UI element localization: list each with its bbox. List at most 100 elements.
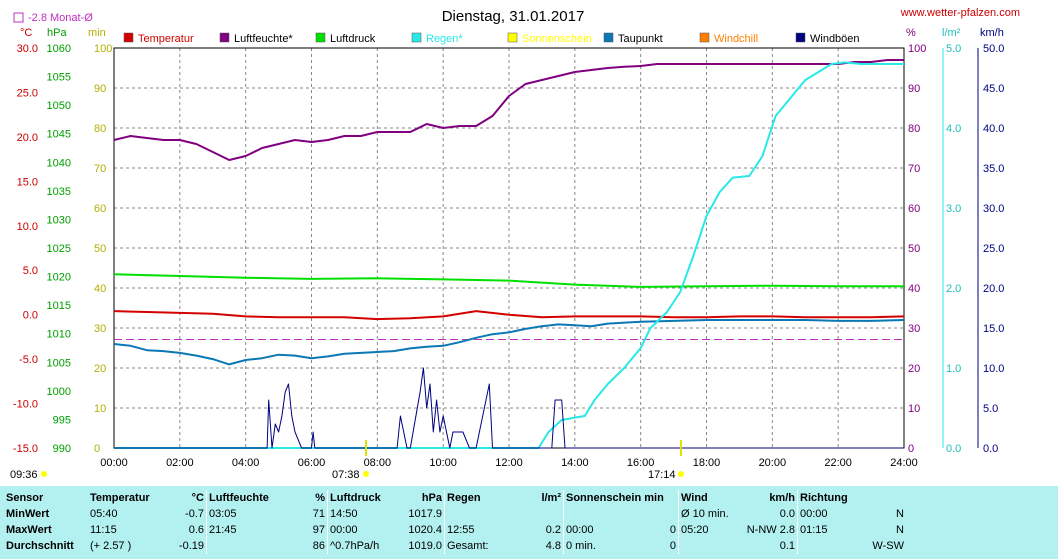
legend-swatch xyxy=(603,32,614,43)
temp-tick-label: 5.0 xyxy=(23,265,38,277)
stats-press-time: ^0.7hPa/h xyxy=(327,538,400,554)
humidity-tick-label: 30 xyxy=(908,323,920,335)
chart-series xyxy=(113,59,905,456)
pressure-tick-label: 995 xyxy=(53,414,71,426)
humidity-tick-label: 10 xyxy=(908,403,920,415)
humidity-tick-label: 70 xyxy=(908,163,920,175)
humidity-tick-label: 90 xyxy=(908,83,920,95)
rain-line xyxy=(114,61,904,449)
stats-row-avg: Durchschnitt (+ 2.57 ) -0.19 86 ^0.7hPa/… xyxy=(4,538,906,554)
legend-label: Luftdruck xyxy=(330,33,376,45)
legend-swatch xyxy=(219,32,230,43)
sun-tick-label: 50 xyxy=(94,243,106,255)
legend-label: Luftfeuchte* xyxy=(234,33,293,45)
rain-tick-label: 5.0 xyxy=(946,43,961,55)
footer-sun-icon xyxy=(41,471,47,477)
humidity-tick-label: 60 xyxy=(908,203,920,215)
stats-press-value: 1017.9 xyxy=(408,508,442,520)
chart-grid xyxy=(114,48,904,448)
stats-head-hum-unit: % xyxy=(315,492,325,504)
pressure-unit: hPa xyxy=(47,27,67,39)
stats-sun-value: 0 xyxy=(669,540,676,552)
temp-tick-label: -5.0 xyxy=(19,354,38,366)
axis-ticks: 30.0 25.0 20.0 15.0 10.0 5.0 0.0 -5.0 -10.0 -15.0… xyxy=(13,43,1005,469)
stats-wind-time: 05:20 xyxy=(678,522,743,538)
time-tick-label: 14:00 xyxy=(561,457,589,469)
legend-swatch xyxy=(123,32,134,43)
stats-hum-time xyxy=(206,538,301,554)
temp-tick-label: -15.0 xyxy=(13,443,38,455)
pressure-tick-label: 1000 xyxy=(47,386,71,398)
stats-wind-value: 0.0 xyxy=(779,508,795,520)
statistics-table: Sensor Temperatur °C Luftfeuchte % Luftd… xyxy=(4,490,906,554)
temp-tick-label: 15.0 xyxy=(17,176,38,188)
time-tick-label: 04:00 xyxy=(232,457,260,469)
time-tick-label: 20:00 xyxy=(759,457,787,469)
stats-head-dir: Richtung xyxy=(797,490,862,506)
stats-header-row: Sensor Temperatur °C Luftfeuchte % Luftd… xyxy=(4,490,906,506)
wind-tick-label: 10.0 xyxy=(983,363,1004,375)
stats-wind-time: Ø 10 min. xyxy=(678,506,743,522)
stats-head-temp-unit: °C xyxy=(191,492,204,504)
wind-tick-label: 20.0 xyxy=(983,283,1004,295)
monthly-avg-swatch xyxy=(13,12,24,23)
stats-rain-value: 4.8 xyxy=(545,540,561,552)
temp-tick-label: 30.0 xyxy=(17,43,38,55)
humidity-tick-label: 50 xyxy=(908,243,920,255)
stats-temp-time: (+ 2.57 ) xyxy=(90,540,132,552)
stats-hum-value: 97 xyxy=(312,524,325,536)
sun-tick-label: 60 xyxy=(94,203,106,215)
legend-label: Windchill xyxy=(714,33,758,45)
pressure-tick-label: 1015 xyxy=(47,300,71,312)
stats-hum-time: 03:05 xyxy=(206,506,301,522)
temp-tick-label: 25.0 xyxy=(17,87,38,99)
sun-tick-label: 100 xyxy=(94,43,112,55)
stats-row-label: MinWert xyxy=(6,508,50,520)
stats-rain-time: 12:55 xyxy=(444,522,519,538)
sun-tick-label: 0 xyxy=(94,443,100,455)
stats-rain-time xyxy=(444,506,519,522)
temp-tick-label: 10.0 xyxy=(17,221,38,233)
stats-head-sensor: Sensor xyxy=(6,492,44,504)
temp-tick-label: -10.0 xyxy=(13,399,38,411)
stats-head-sun: Sonnenschein min xyxy=(563,490,679,506)
time-tick-label: 24:00 xyxy=(890,457,918,469)
legend-label: Regen* xyxy=(426,33,463,45)
pressure-tick-label: 1045 xyxy=(47,129,71,141)
stats-sun-value: 0 xyxy=(669,524,676,536)
stats-temp-time: 05:40 xyxy=(90,508,118,520)
footer-time: 09:36 xyxy=(10,469,38,481)
pressure-tick-label: 1040 xyxy=(47,157,71,169)
pressure-tick-label: 1025 xyxy=(47,243,71,255)
stats-row-max: MaxWert 11:15 0.6 21:45 97 00:00 1020.4 … xyxy=(4,522,906,538)
legend-label: Sonnenschein xyxy=(522,33,592,45)
stats-sun-time: 00:00 xyxy=(563,522,652,538)
rain-tick-label: 3.0 xyxy=(946,203,961,215)
legend-label: Temperatur xyxy=(138,33,194,45)
stats-dir-value: N xyxy=(896,524,904,536)
time-tick-label: 00:00 xyxy=(100,457,128,469)
temp-unit: °C xyxy=(20,27,32,39)
stats-dir-value: W-SW xyxy=(872,540,904,552)
pressure-tick-label: 1060 xyxy=(47,43,71,55)
stats-press-time: 14:50 xyxy=(327,506,400,522)
time-tick-label: 22:00 xyxy=(824,457,852,469)
sun-tick-label: 10 xyxy=(94,403,106,415)
stats-row-label: Durchschnitt xyxy=(6,540,74,552)
rain-tick-label: 2.0 xyxy=(946,283,961,295)
humidity-tick-label: 40 xyxy=(908,283,920,295)
time-tick-label: 06:00 xyxy=(298,457,326,469)
weather-chart: 30.0 25.0 20.0 15.0 10.0 5.0 0.0 -5.0 -10.0 -15.0… xyxy=(10,7,1020,481)
rain-unit: l/m² xyxy=(942,27,961,39)
legend-label: Windböen xyxy=(810,33,860,45)
stats-rain-time: Gesamt: xyxy=(444,538,519,554)
time-tick-label: 02:00 xyxy=(166,457,194,469)
stats-sun-time xyxy=(563,506,652,522)
rain-tick-label: 1.0 xyxy=(946,363,961,375)
humidity-tick-label: 0 xyxy=(908,443,914,455)
temperature-line xyxy=(113,310,905,321)
monthly-avg-label: -2.8 Monat-Ø xyxy=(28,12,93,24)
stats-rain-value xyxy=(519,506,564,522)
sun-tick-label: 80 xyxy=(94,123,106,135)
